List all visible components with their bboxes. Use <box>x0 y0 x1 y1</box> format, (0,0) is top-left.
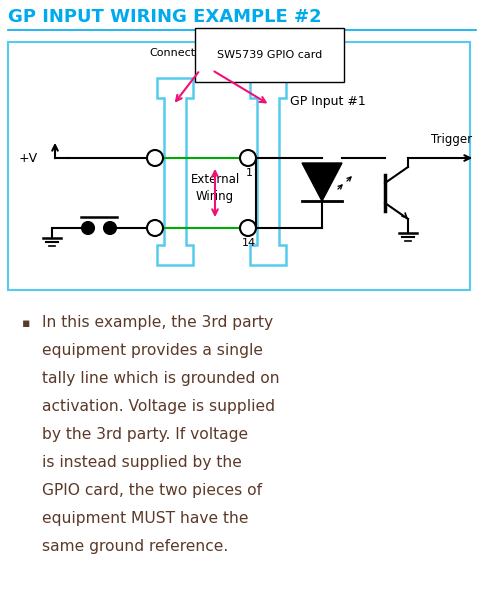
Text: +V: +V <box>19 153 38 166</box>
Text: GP Input #1: GP Input #1 <box>290 95 366 108</box>
Circle shape <box>147 150 163 166</box>
Text: Connectors: Connectors <box>150 48 213 58</box>
Text: 1: 1 <box>245 168 253 178</box>
Text: ▪: ▪ <box>22 317 30 330</box>
Text: is instead supplied by the: is instead supplied by the <box>42 455 242 470</box>
Circle shape <box>82 222 94 234</box>
Text: equipment provides a single: equipment provides a single <box>42 343 263 358</box>
Text: SW5739 GPIO card: SW5739 GPIO card <box>217 50 322 60</box>
Text: External
Wiring: External Wiring <box>190 173 240 203</box>
Text: GPIO card, the two pieces of: GPIO card, the two pieces of <box>42 483 262 498</box>
Text: 14: 14 <box>242 238 256 248</box>
Text: tally line which is grounded on: tally line which is grounded on <box>42 371 280 386</box>
Text: by the 3rd party. If voltage: by the 3rd party. If voltage <box>42 427 248 442</box>
Text: Trigger: Trigger <box>431 133 472 146</box>
Circle shape <box>147 220 163 236</box>
Text: activation. Voltage is supplied: activation. Voltage is supplied <box>42 399 275 414</box>
Circle shape <box>104 222 116 234</box>
Text: same ground reference.: same ground reference. <box>42 539 228 554</box>
Circle shape <box>240 150 256 166</box>
Text: equipment MUST have the: equipment MUST have the <box>42 511 248 526</box>
Bar <box>8 42 470 290</box>
Text: GP INPUT WIRING EXAMPLE #2: GP INPUT WIRING EXAMPLE #2 <box>8 8 322 26</box>
Polygon shape <box>302 163 342 201</box>
Text: In this example, the 3rd party: In this example, the 3rd party <box>42 315 273 330</box>
Circle shape <box>240 220 256 236</box>
